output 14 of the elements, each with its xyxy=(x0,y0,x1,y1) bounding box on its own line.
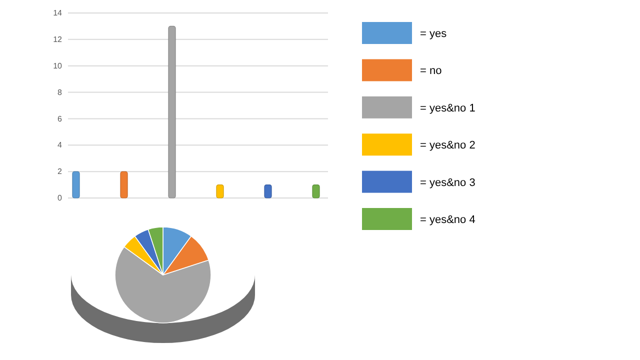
legend-label: = yes&no 2 xyxy=(420,140,476,152)
y-tick-label: 14 xyxy=(53,8,63,18)
y-tick-label: 4 xyxy=(58,140,63,150)
y-tick-label: 2 xyxy=(58,167,63,176)
legend-label: = yes xyxy=(420,28,448,40)
legend-label: = yes&no 4 xyxy=(420,214,476,226)
legend-label: = yes&no 1 xyxy=(420,102,476,114)
y-tick-label: 8 xyxy=(58,88,63,97)
y-tick-label: 0 xyxy=(58,194,63,203)
y-tick-label: 12 xyxy=(53,34,63,44)
y-tick-label: 10 xyxy=(53,61,63,70)
legend-label: = no xyxy=(420,65,442,78)
legend-label: = yes&no 3 xyxy=(420,176,476,189)
y-tick-label: 6 xyxy=(58,114,63,124)
